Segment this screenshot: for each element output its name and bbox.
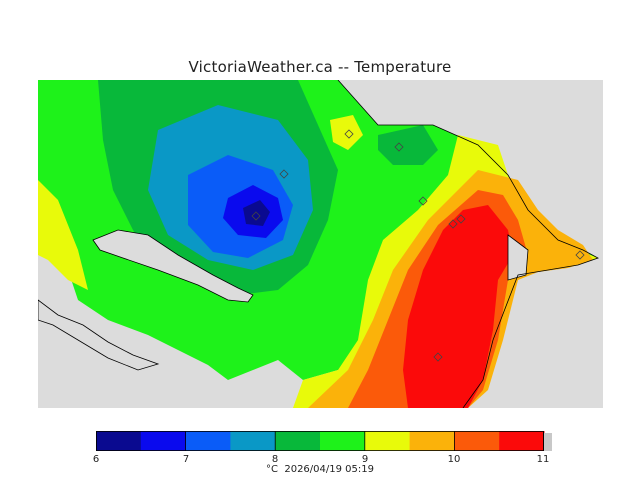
legend-shadow — [544, 433, 552, 451]
legend-footer: °C 2026/04/19 05:19 — [0, 464, 640, 475]
legend-unit: °C — [266, 464, 278, 475]
legend-swatch — [454, 431, 500, 451]
station-marker — [344, 129, 354, 139]
station-marker — [448, 219, 458, 229]
legend-tick-7: 7 — [182, 454, 190, 465]
station-marker — [418, 196, 428, 206]
inlet-water — [92, 229, 254, 303]
legend-swatch — [320, 431, 366, 451]
station-marker — [251, 211, 261, 221]
legend-swatch — [140, 431, 187, 451]
legend-swatch — [409, 431, 455, 451]
legend-border — [96, 431, 544, 451]
legend-tick-10: 10 — [447, 454, 461, 465]
station-markers — [251, 129, 585, 362]
legend-tick-11: 11 — [536, 454, 550, 465]
temperature-legend — [95, 431, 552, 451]
station-marker — [575, 250, 585, 260]
legend-swatch — [185, 431, 231, 451]
temperature-map — [38, 80, 603, 408]
legend-swatch — [230, 431, 276, 451]
station-marker — [279, 169, 289, 179]
legend-swatch — [364, 431, 411, 451]
station-marker — [394, 142, 404, 152]
land-contour-10-5 — [403, 205, 513, 408]
legend-tick-8: 8 — [271, 454, 279, 465]
station-marker — [456, 214, 466, 224]
legend-swatch — [96, 431, 142, 451]
station-marker — [433, 352, 443, 362]
land-contour-8-north — [378, 125, 438, 165]
legend-timestamp: 2026/04/19 05:19 — [284, 464, 374, 475]
inlet-water-2 — [38, 299, 160, 371]
legend-tick-6: 6 — [92, 454, 100, 465]
east-bay-water — [507, 234, 529, 281]
legend-swatch — [275, 431, 321, 451]
legend-swatch — [499, 431, 545, 451]
chart-title: VictoriaWeather.ca -- Temperature — [188, 58, 452, 76]
coastline — [337, 80, 599, 408]
legend-tick-9: 9 — [361, 454, 369, 465]
land-contour-west-yellow — [38, 180, 88, 290]
